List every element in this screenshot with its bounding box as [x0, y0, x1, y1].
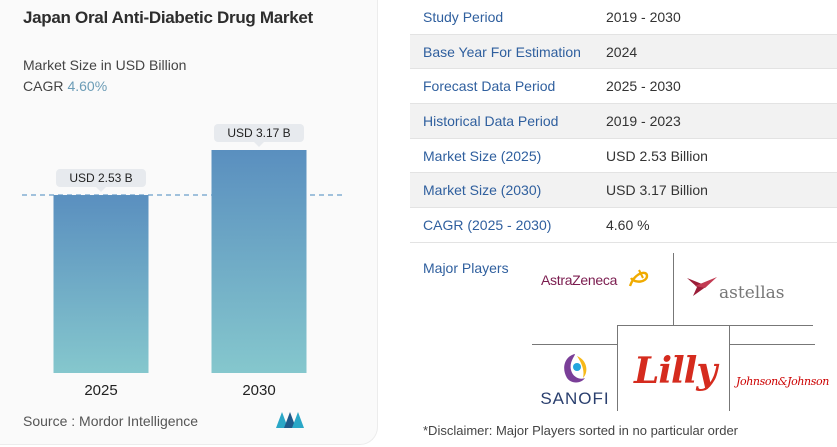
row-value: USD 2.53 Billion [606, 147, 708, 164]
row-value: 2019 - 2030 [606, 8, 681, 25]
table-row: Market Size (2025) USD 2.53 Billion [410, 139, 837, 174]
chart-title: Japan Oral Anti-Diabetic Drug Market [23, 8, 313, 27]
row-value: USD 3.17 Billion [606, 182, 708, 199]
row-key: Study Period [423, 8, 504, 25]
row-key: Market Size (2030) [423, 182, 542, 199]
data-label-pill [56, 169, 146, 188]
row-key: Historical Data Period [423, 112, 559, 129]
mordor-logo-icon [276, 412, 304, 428]
jnj-wordmark: Johnson&Johnson [736, 375, 829, 388]
row-value: 2024 [606, 43, 638, 60]
chart-card: Japan Oral Anti-Diabetic Drug Market Mar… [0, 0, 378, 445]
astrazeneca-wordmark: AstraZeneca [541, 272, 618, 288]
lilly-logo: Lilly [634, 350, 717, 392]
grid-divider [729, 344, 815, 345]
chart-cagr: CAGR 4.60% [23, 78, 107, 94]
grid-divider [617, 325, 618, 411]
row-key: Base Year For Estimation [423, 43, 581, 60]
sanofi-logo: SANOFI [540, 352, 610, 409]
table-row: Historical Data Period 2019 - 2023 [410, 104, 837, 139]
row-key: Forecast Data Period [423, 78, 556, 95]
astrazeneca-logo: AstraZeneca [541, 269, 649, 290]
row-key: CAGR (2025 - 2030) [423, 216, 552, 233]
chart-subtitle: Market Size in USD Billion [23, 57, 187, 73]
bar-2030 [211, 150, 307, 373]
lilly-wordmark: Lilly [634, 350, 717, 392]
sanofi-bird-icon [564, 354, 587, 383]
row-value: 2025 - 2030 [606, 78, 681, 95]
x-tick-label: 2030 [242, 382, 275, 399]
table-row: CAGR (2025 - 2030) 4.60 % [410, 208, 837, 243]
data-label: USD 2.53 B [69, 171, 132, 185]
bar-2025 [53, 195, 149, 373]
data-label-pointer [96, 187, 106, 193]
sanofi-wordmark: SANOFI [540, 389, 610, 408]
table-row: Base Year For Estimation 2024 [410, 34, 837, 70]
astrazeneca-swirl-icon [628, 269, 649, 287]
cagr-label: CAGR [23, 78, 64, 94]
data-label-pill [214, 124, 304, 142]
table-row: Forecast Data Period 2025 - 2030 [410, 69, 837, 105]
data-label: USD 3.17 B [227, 126, 290, 140]
x-tick-label: 2025 [84, 382, 117, 399]
major-players-label: Major Players [423, 260, 509, 276]
grid-divider [729, 325, 730, 411]
jnj-logo: Johnson&Johnson [736, 372, 829, 390]
data-label-pointer [254, 142, 264, 147]
market-summary-table: Study Period 2019 - 2030 Base Year For Est… [410, 0, 837, 243]
source-text: Source : Mordor Intelligence [23, 413, 199, 429]
table-row: Market Size (2030) USD 3.17 Billion [410, 173, 837, 209]
astellas-wordmark: astellas [719, 283, 785, 303]
row-key: Market Size (2025) [423, 147, 542, 164]
grid-divider [673, 253, 674, 325]
astellas-star-icon [687, 277, 717, 296]
cagr-value: 4.60% [67, 78, 108, 94]
table-row: Study Period 2019 - 2030 [410, 0, 837, 35]
row-value: 4.60 % [606, 216, 650, 233]
grid-divider [617, 325, 813, 326]
bar-chart: USD 2.53 B 2025 USD 3.17 B 2030 [22, 124, 342, 399]
grid-divider [532, 344, 617, 345]
disclaimer-text: *Disclaimer: Major Players sorted in no … [423, 423, 739, 438]
row-value: 2019 - 2023 [606, 112, 681, 129]
